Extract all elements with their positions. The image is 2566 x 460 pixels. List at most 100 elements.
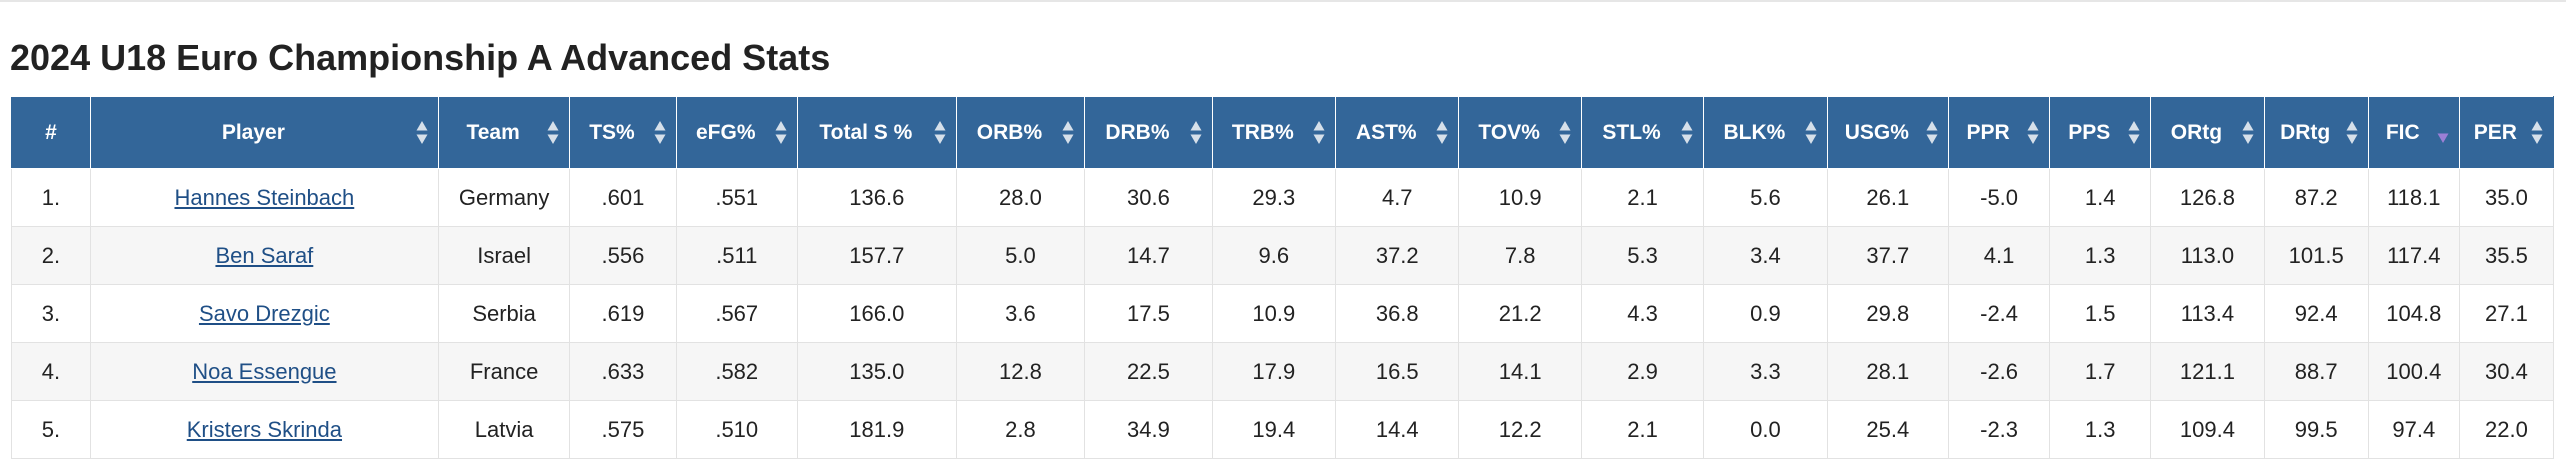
column-header-usg[interactable]: USG%	[1826, 96, 1950, 169]
sort-icon[interactable]	[2346, 120, 2358, 146]
cell-efg: .582	[675, 342, 798, 401]
sort-up-arrow-icon	[934, 120, 946, 130]
cell-pps: 1.7	[2049, 342, 2152, 401]
sort-icon[interactable]	[2027, 120, 2039, 146]
column-header-label: STL%	[1602, 120, 1661, 144]
sort-up-arrow-icon	[1190, 120, 1202, 130]
cell-player: Savo Drezgic	[89, 284, 439, 343]
table-row: 2. Ben Saraf Israel .556.511 157.7 5.0 14.7 9.6…	[11, 226, 2555, 285]
cell-total_s: 157.7	[796, 226, 957, 285]
cell-drtg: 99.5	[2263, 400, 2369, 459]
sort-descending-icon[interactable]	[2437, 120, 2449, 146]
sort-up-arrow-icon	[654, 120, 666, 130]
cell-orb: 5.0	[955, 226, 1086, 285]
cell-tov: 21.2	[1458, 284, 1582, 343]
sort-down-arrow-icon	[654, 134, 666, 144]
column-header-efg[interactable]: eFG%	[675, 96, 798, 169]
sort-up-arrow-icon	[1681, 120, 1693, 130]
column-header-drtg[interactable]: DRtg	[2263, 96, 2369, 169]
column-header-tov[interactable]: TOV%	[1458, 96, 1582, 169]
sort-icon[interactable]	[1062, 120, 1074, 146]
sort-up-arrow-icon	[547, 120, 559, 130]
sort-icon[interactable]	[1190, 120, 1202, 146]
column-header-label: TS%	[589, 120, 635, 144]
cell-ast: 14.4	[1335, 400, 1460, 459]
cell-ppr: -2.4	[1948, 284, 2051, 343]
cell-usg: 29.8	[1826, 284, 1950, 343]
sort-icon[interactable]	[654, 120, 666, 146]
sort-icon[interactable]	[1805, 120, 1817, 146]
cell-rank: 4.	[11, 342, 91, 401]
column-header-label: FIC	[2385, 120, 2420, 144]
cell-ppr: -2.6	[1948, 342, 2051, 401]
cell-stl: 5.3	[1580, 226, 1705, 285]
cell-drtg: 92.4	[2263, 284, 2369, 343]
column-header-ppr[interactable]: PPR	[1948, 96, 2051, 169]
sort-up-arrow-icon	[1062, 120, 1074, 130]
column-header-per[interactable]: PER	[2458, 96, 2555, 169]
sort-icon[interactable]	[2242, 120, 2254, 146]
column-header-stl[interactable]: STL%	[1580, 96, 1705, 169]
sort-down-arrow-icon	[1681, 134, 1693, 144]
sort-icon[interactable]	[2128, 120, 2140, 146]
column-header-label: ORtg	[2170, 120, 2223, 144]
sort-icon[interactable]	[1436, 120, 1448, 146]
column-header-blk[interactable]: BLK%	[1703, 96, 1828, 169]
sort-down-arrow-icon	[1190, 134, 1202, 144]
cell-total_s: 181.9	[796, 400, 957, 459]
cell-per: 35.5	[2458, 226, 2555, 285]
cell-blk: 5.6	[1703, 168, 1828, 227]
column-header-fic[interactable]: FIC	[2367, 96, 2460, 169]
cell-trb: 29.3	[1211, 168, 1337, 227]
sort-icon[interactable]	[416, 120, 428, 146]
sort-icon[interactable]	[1559, 120, 1571, 146]
cell-ortg: 113.4	[2150, 284, 2265, 343]
sort-icon[interactable]	[1681, 120, 1693, 146]
cell-ast: 37.2	[1335, 226, 1460, 285]
sort-icon[interactable]	[1926, 120, 1938, 146]
column-header-trb[interactable]: TRB%	[1211, 96, 1337, 169]
sort-icon[interactable]	[775, 120, 787, 146]
cell-team: France	[437, 342, 571, 401]
column-header-ts[interactable]: TS%	[569, 96, 677, 169]
cell-player: Hannes Steinbach	[89, 168, 439, 227]
cell-usg: 26.1	[1826, 168, 1950, 227]
sort-up-arrow-icon	[2027, 120, 2039, 130]
cell-ts: .575	[569, 400, 677, 459]
cell-rank: 5.	[11, 400, 91, 459]
sort-up-arrow-icon	[1313, 120, 1325, 130]
cell-fic: 118.1	[2367, 168, 2460, 227]
cell-orb: 3.6	[955, 284, 1086, 343]
sort-icon[interactable]	[547, 120, 559, 146]
column-header-total_s[interactable]: Total S %	[796, 96, 957, 169]
column-header-drb[interactable]: DRB%	[1084, 96, 1213, 169]
player-link[interactable]: Ben Saraf	[215, 242, 314, 268]
sort-down-arrow-icon	[1926, 134, 1938, 144]
sort-icon[interactable]	[1313, 120, 1325, 146]
column-header-ortg[interactable]: ORtg	[2150, 96, 2265, 169]
player-link[interactable]: Hannes Steinbach	[174, 184, 355, 210]
column-header-team[interactable]: Team	[437, 96, 571, 169]
cell-blk: 0.9	[1703, 284, 1828, 343]
cell-fic: 97.4	[2367, 400, 2460, 459]
player-link[interactable]: Kristers Skrinda	[186, 416, 343, 442]
cell-player: Kristers Skrinda	[89, 400, 439, 459]
sort-down-arrow-icon	[934, 134, 946, 144]
column-header-player[interactable]: Player	[89, 96, 439, 169]
cell-stl: 2.1	[1580, 168, 1705, 227]
cell-stl: 4.3	[1580, 284, 1705, 343]
column-header-rank: #	[11, 96, 91, 169]
sort-down-arrow-icon	[2128, 134, 2140, 144]
column-header-label: TOV%	[1478, 120, 1540, 144]
cell-ast: 4.7	[1335, 168, 1460, 227]
cell-rank: 2.	[11, 226, 91, 285]
column-header-ast[interactable]: AST%	[1335, 96, 1460, 169]
column-header-orb[interactable]: ORB%	[955, 96, 1086, 169]
sort-icon[interactable]	[2531, 120, 2543, 146]
player-link[interactable]: Noa Essengue	[192, 358, 337, 384]
sort-icon[interactable]	[934, 120, 946, 146]
cell-per: 22.0	[2458, 400, 2555, 459]
column-header-pps[interactable]: PPS	[2049, 96, 2152, 169]
cell-trb: 10.9	[1211, 284, 1337, 343]
player-link[interactable]: Savo Drezgic	[198, 300, 330, 326]
